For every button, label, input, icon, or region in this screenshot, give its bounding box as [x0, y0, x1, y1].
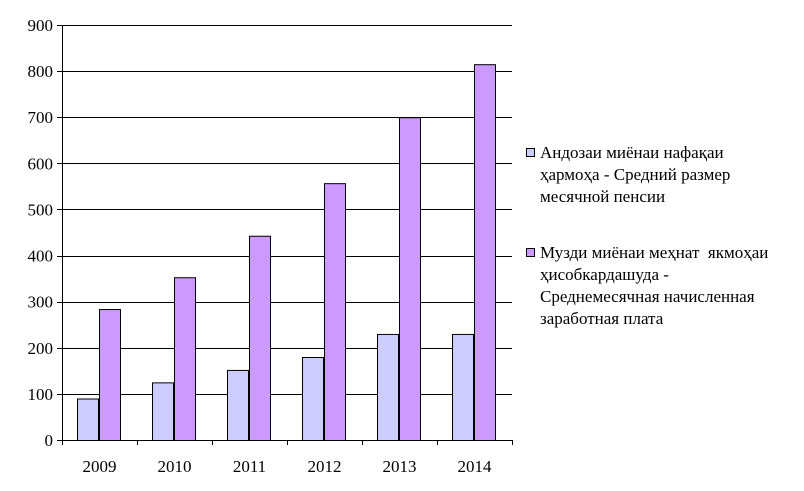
legend-label-line: месячной пенсии: [540, 187, 666, 206]
bar-series-1-2009: [77, 398, 99, 441]
legend-item-series-2: Музди миёнаи меҳнат якмоҳаи ҳисобкардашу…: [526, 242, 798, 330]
bar-series-1-2012: [302, 357, 324, 441]
y-tick-label: 0: [45, 431, 54, 450]
bar-series-2-2011: [249, 235, 271, 441]
y-tick-label: 100: [28, 385, 54, 404]
x-tick-labels: 2009 2010 2011 2012 2013 2014: [62, 440, 513, 476]
bars: [77, 64, 496, 442]
bar-series-1-2010: [152, 382, 174, 442]
legend-swatch-series-1: [526, 148, 535, 157]
legend-label-line: заработная плата: [540, 309, 664, 328]
y-tick-label: 700: [28, 108, 54, 127]
x-tick-label: 2010: [158, 457, 192, 476]
y-tick-label: 900: [28, 16, 54, 35]
gridlines: [57, 25, 512, 441]
x-tick-label: 2014: [458, 457, 493, 476]
legend-label-line: Среднемесячная начисленная: [540, 287, 755, 306]
axes: [62, 25, 513, 441]
bar-series-1-2011: [227, 369, 249, 441]
y-tick-label: 300: [28, 293, 54, 312]
bar-series-2-2012: [324, 183, 346, 442]
legend-swatch-series-2: [526, 248, 535, 257]
y-tick-label: 600: [28, 154, 54, 173]
x-tick-label: 2009: [83, 457, 117, 476]
y-tick-label: 800: [28, 62, 54, 81]
legend: Андозаи миёнаи нафақаи ҳармоҳа - Средний…: [526, 142, 798, 364]
bar-series-1-2014: [452, 333, 474, 442]
bar-series-2-2009: [99, 309, 121, 441]
bar-series-2-2010: [174, 277, 196, 441]
y-tick-labels: 0 100 200 300 400 500 600 700 800 900: [28, 16, 54, 450]
legend-label-line: Музди миёнаи меҳнат якмоҳаи: [540, 243, 769, 262]
x-tick-label: 2013: [383, 457, 417, 476]
legend-item-series-1: Андозаи миёнаи нафақаи ҳармоҳа - Средний…: [526, 142, 798, 208]
y-tick-label: 400: [28, 247, 54, 266]
legend-label-line: ҳармоҳа - Средний размер: [540, 165, 731, 184]
legend-label-line: Андозаи миёнаи нафақаи: [540, 143, 724, 162]
y-tick-label: 200: [28, 339, 54, 358]
bar-series-1-2013: [377, 333, 399, 442]
x-tick-label: 2011: [233, 457, 266, 476]
bar-series-2-2013: [399, 117, 421, 441]
bar-series-2-2014: [474, 64, 496, 441]
x-tick-label: 2012: [308, 457, 342, 476]
legend-label-line: ҳисобкардашуда -: [540, 265, 669, 284]
y-tick-label: 500: [28, 200, 54, 219]
